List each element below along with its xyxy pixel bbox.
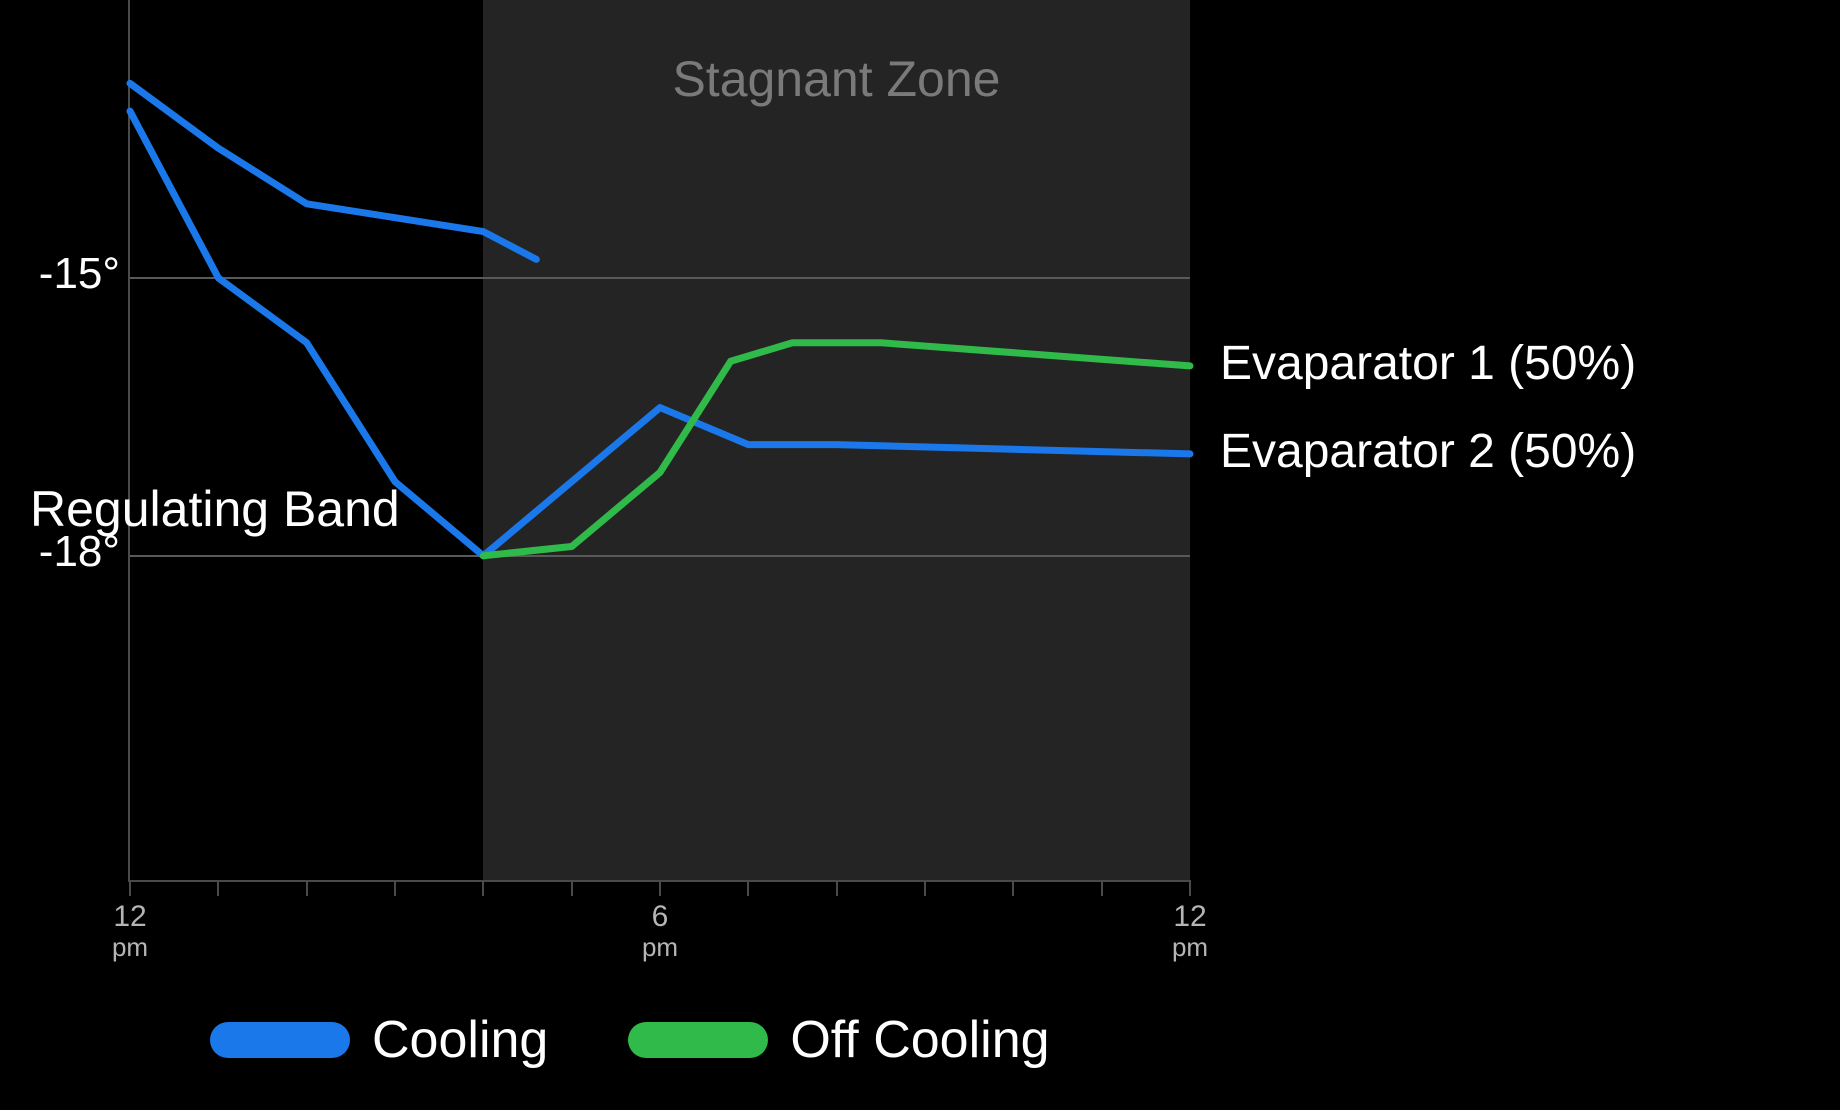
series-side-label: Evaparator 1 (50%) [1220,336,1636,391]
x-axis-tick [1012,880,1014,896]
chart-stage: Stagnant Zone-15°-18°12pm6pm12pmRegulati… [0,0,1840,1110]
regulating-band-label: Regulating Band [30,480,400,538]
x-axis-tick [394,880,396,896]
x-axis-label-top: 12 [1150,900,1230,934]
x-axis-tick [129,880,131,896]
legend: Cooling Off Cooling [210,1010,1050,1070]
series-line-evaporator2_top [130,83,536,259]
x-axis-tick [1101,880,1103,896]
x-axis-label-bottom: pm [90,932,170,963]
x-axis-label-top: 12 [90,900,170,934]
stagnant-zone-label: Stagnant Zone [483,50,1190,108]
x-axis-tick [306,880,308,896]
stagnant-zone [483,0,1190,880]
legend-swatch [628,1022,768,1058]
x-axis-tick [217,880,219,896]
x-axis-label-top: 6 [620,900,700,934]
x-axis-label-bottom: pm [1150,932,1230,963]
y-gridline [130,277,1190,279]
x-axis-label-bottom: pm [620,932,700,963]
x-axis-tick [571,880,573,896]
legend-label: Cooling [372,1010,548,1070]
legend-item: Off Cooling [628,1010,1049,1070]
series-side-label: Evaparator 2 (50%) [1220,424,1636,479]
x-axis-tick [924,880,926,896]
x-axis-tick [747,880,749,896]
x-axis-tick [836,880,838,896]
legend-item: Cooling [210,1010,548,1070]
y-axis-label: -15° [39,249,120,299]
legend-label: Off Cooling [790,1010,1049,1070]
legend-swatch [210,1022,350,1058]
y-gridline [130,555,1190,557]
x-axis-tick [659,880,661,896]
plot-left-border [128,0,130,882]
x-axis-tick [482,880,484,896]
x-axis-tick [1189,880,1191,896]
